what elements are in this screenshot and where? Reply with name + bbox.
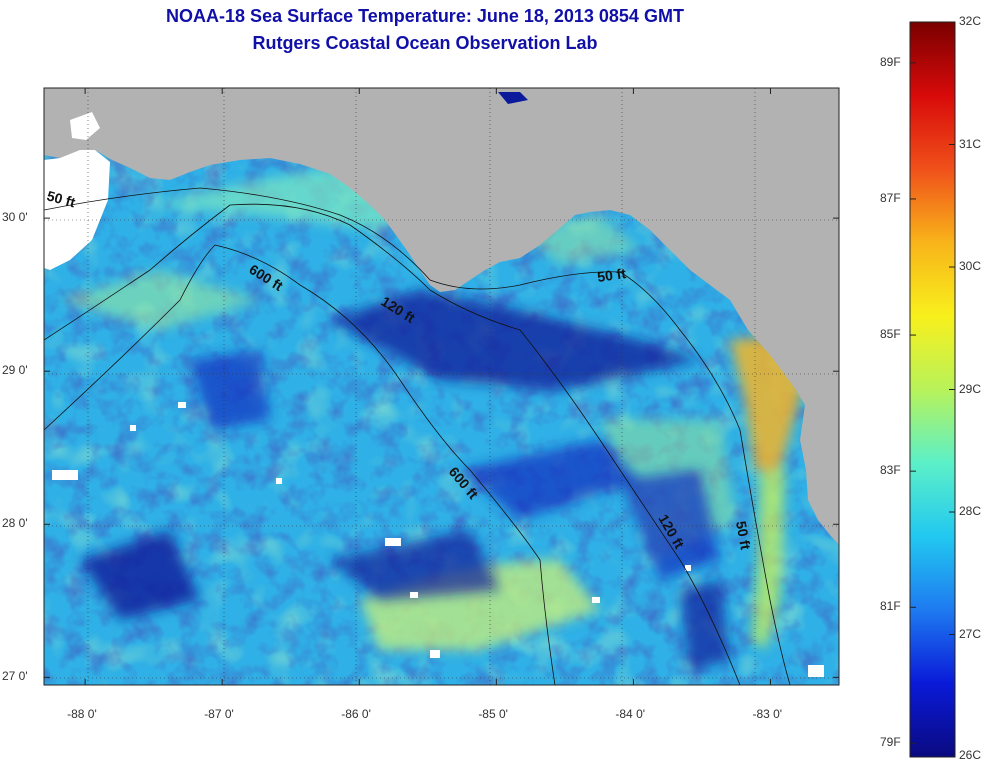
y-tick-label: 29 0' [2,363,28,378]
x-tick-label: -83 0' [752,707,783,721]
cloud-patch-west [44,150,110,270]
colorbar-fahrenheit-label: 79F [880,735,901,750]
colorbar-fahrenheit-label: 87F [880,190,901,205]
contour-120ft [44,203,741,685]
colorbar-fahrenheit-label: 81F [880,599,901,614]
cloud-flecks [52,402,824,677]
x-tick-label: -87 0' [204,707,234,721]
colorbar-celsius-label: 28C [959,504,982,518]
colorbar-fahrenheit-label: 89F [880,54,901,69]
map-title: NOAA-18 Sea Surface Temperature: June 18… [166,6,684,26]
x-tick-label: -86 0' [341,707,371,721]
x-tick-label: -88 0' [67,707,97,721]
contour-label: 50 ft [45,187,77,210]
colorbar-celsius-label: 30C [959,259,982,273]
graticule [44,88,839,685]
land-north [44,88,839,545]
y-tick-label: 30 0' [2,210,28,225]
map-subtitle: Rutgers Coastal Ocean Observation Lab [252,33,598,53]
colorbar-celsius-label: 31C [959,136,982,151]
colorbar-celsius-label: 32C [959,14,982,28]
colorbar-celsius-label: 27C [959,626,982,641]
colorbar-celsius-label: 26C [959,748,982,762]
map-plot-area: 50 ft 600 ft 120 ft 50 ft 600 ft 120 ft … [44,88,839,685]
contour-label: 50 ft [733,520,754,551]
axis-ticks [44,88,839,685]
contour-50ft [44,187,791,685]
contour-label: 50 ft [596,265,627,285]
colorbar-celsius-label: 29C [959,381,982,396]
map-frame [43,87,840,686]
contour-600ft [44,244,556,685]
x-tick-label: -85 0' [478,707,508,721]
colorbar [909,21,956,758]
sst-cold-patches [80,290,730,670]
colorbar-ticks [910,21,955,758]
y-tick-label: 28 0' [2,516,28,531]
y-tick-label: 27 0' [2,669,28,684]
land-mass [44,88,839,545]
x-tick-label: -84 0' [615,707,646,721]
colorbar-fahrenheit-label: 83F [880,463,901,478]
colorbar-fahrenheit-label: 85F [880,327,901,342]
bathymetry-contours [44,187,791,685]
